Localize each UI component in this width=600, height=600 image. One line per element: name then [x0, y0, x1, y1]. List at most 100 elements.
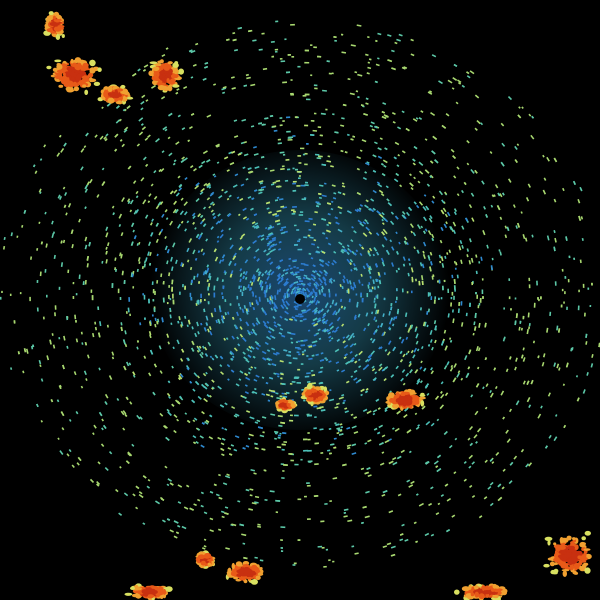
echo — [105, 250, 108, 255]
echo — [246, 410, 251, 413]
echo — [262, 67, 268, 71]
echo — [420, 400, 425, 407]
echo — [234, 173, 239, 177]
echo — [317, 396, 323, 401]
echo — [527, 312, 530, 318]
echo — [310, 369, 314, 372]
echo — [176, 88, 180, 91]
echo — [240, 141, 245, 145]
echo — [298, 162, 302, 164]
echo — [255, 268, 260, 273]
echo — [354, 71, 358, 74]
echo — [456, 79, 462, 84]
echo — [544, 536, 553, 542]
echo — [453, 295, 455, 300]
echo — [1, 290, 3, 294]
echo — [473, 434, 478, 439]
echo — [395, 172, 400, 177]
echo — [175, 91, 179, 95]
echo — [296, 287, 302, 291]
echo — [522, 357, 526, 362]
echo — [235, 325, 239, 330]
echo — [519, 320, 522, 324]
echo — [268, 376, 274, 380]
echo — [565, 236, 568, 241]
echo — [450, 226, 454, 232]
echo — [253, 255, 257, 259]
echo — [396, 410, 401, 415]
echo — [307, 283, 312, 287]
echo — [338, 271, 342, 275]
echo — [326, 458, 329, 460]
echo — [299, 320, 303, 322]
echo — [355, 293, 358, 296]
echo — [387, 34, 392, 37]
echo — [147, 478, 151, 482]
echo — [297, 340, 301, 343]
echo — [138, 491, 143, 495]
echo — [385, 249, 389, 253]
echo — [156, 253, 159, 257]
echo — [408, 206, 413, 212]
echo — [323, 269, 328, 274]
echo — [39, 158, 43, 161]
echo — [76, 462, 80, 466]
echo — [429, 251, 433, 256]
echo — [237, 500, 241, 503]
echo — [360, 388, 365, 393]
echo — [292, 206, 297, 208]
echo — [184, 228, 188, 232]
echo — [427, 230, 432, 236]
echo — [231, 562, 235, 570]
echo — [308, 357, 313, 361]
echo — [277, 436, 281, 439]
echo — [85, 132, 89, 137]
echo — [276, 446, 282, 449]
echo — [160, 273, 163, 278]
echo — [335, 402, 340, 406]
echo — [383, 377, 387, 382]
echo — [429, 160, 434, 164]
echo — [162, 588, 166, 595]
echo — [202, 547, 206, 550]
echo — [404, 538, 409, 542]
echo — [444, 345, 448, 351]
echo — [143, 317, 146, 320]
echo — [378, 346, 382, 350]
echo — [189, 507, 194, 511]
echo — [271, 363, 276, 366]
echo — [304, 220, 310, 223]
echo — [51, 333, 54, 336]
echo — [317, 310, 321, 314]
echo — [377, 183, 383, 188]
echo — [111, 356, 115, 360]
echo — [230, 444, 235, 447]
echo — [298, 313, 303, 316]
echo — [312, 317, 318, 322]
echo — [80, 148, 85, 153]
echo — [401, 66, 406, 70]
echo — [231, 150, 236, 154]
echo — [227, 213, 232, 217]
echo — [344, 407, 348, 410]
echo — [410, 290, 413, 294]
echo — [253, 146, 257, 149]
echo — [248, 367, 252, 371]
echo — [346, 258, 351, 264]
echo — [261, 448, 266, 451]
echo — [369, 275, 372, 279]
echo — [252, 390, 258, 395]
echo — [228, 151, 233, 155]
echo — [476, 119, 481, 125]
echo — [388, 460, 394, 465]
echo — [515, 357, 518, 362]
echo — [276, 273, 282, 277]
echo — [187, 319, 191, 325]
echo — [429, 174, 434, 179]
echo — [58, 134, 62, 138]
echo — [323, 329, 327, 333]
echo — [224, 512, 229, 515]
echo — [203, 182, 208, 187]
echo — [491, 257, 494, 261]
echo — [483, 206, 487, 210]
